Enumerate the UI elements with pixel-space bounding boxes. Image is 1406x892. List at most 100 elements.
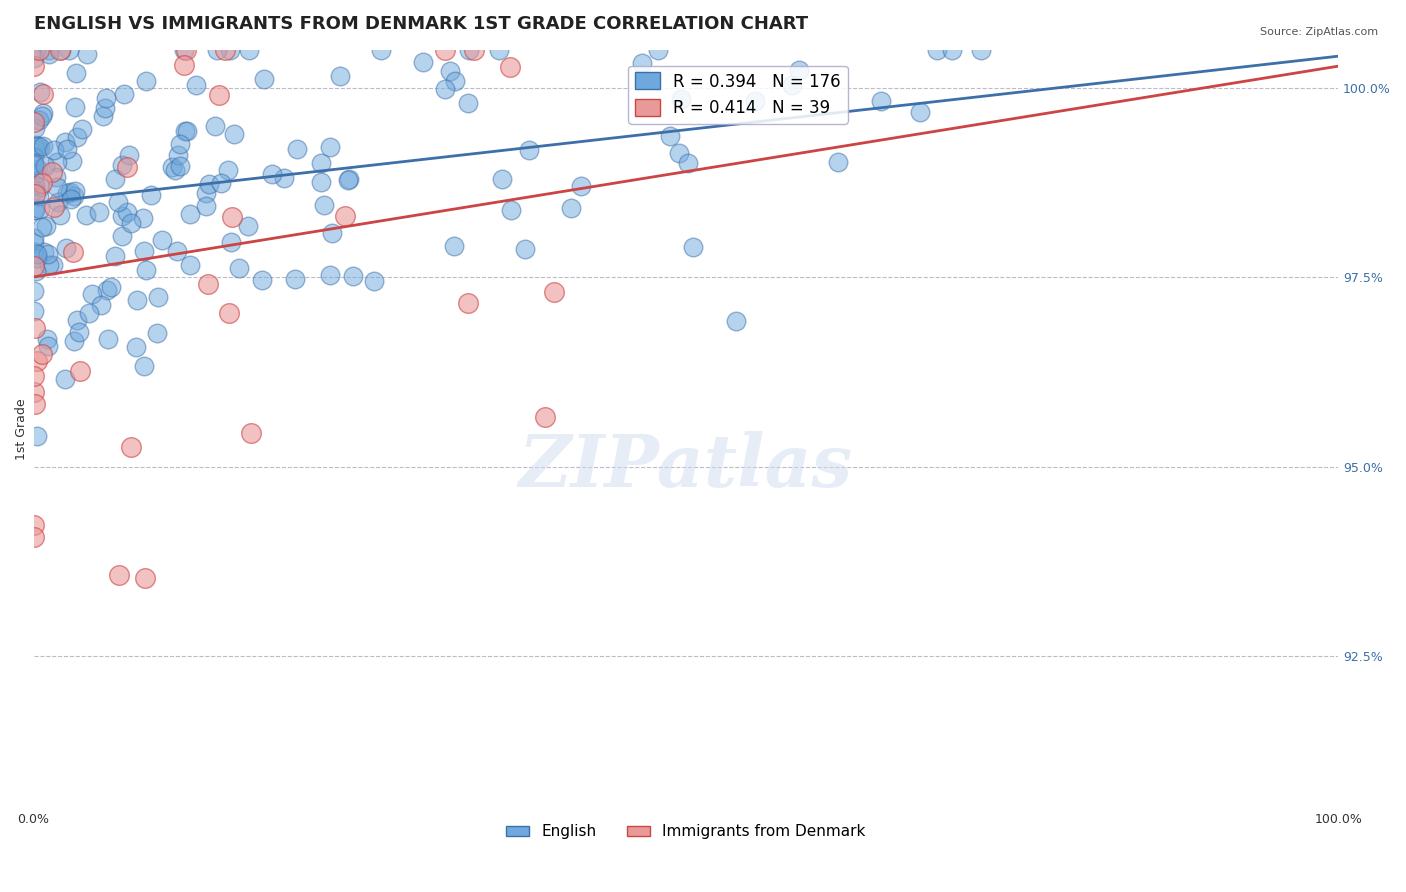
English — [56, 186, 79, 200]
English — [22, 244, 45, 259]
English — [24, 178, 46, 193]
English — [70, 121, 93, 136]
English — [22, 51, 45, 65]
English — [63, 184, 86, 198]
English — [66, 313, 89, 327]
English — [285, 142, 308, 156]
Immigrants from Denmark — [197, 277, 219, 291]
English — [744, 94, 766, 108]
English — [179, 258, 201, 272]
Immigrants from Denmark — [335, 209, 357, 223]
English — [28, 189, 51, 203]
English — [62, 334, 84, 349]
English — [337, 172, 360, 186]
English — [941, 43, 963, 57]
English — [31, 219, 53, 234]
English — [80, 286, 103, 301]
English — [58, 43, 80, 57]
English — [238, 43, 260, 57]
Immigrants from Denmark — [543, 285, 565, 300]
English — [67, 325, 90, 339]
English — [37, 246, 59, 260]
English — [104, 172, 127, 186]
English — [647, 43, 669, 57]
Immigrants from Denmark — [108, 568, 131, 582]
English — [443, 239, 465, 253]
Immigrants from Denmark — [24, 321, 46, 335]
Immigrants from Denmark — [31, 176, 53, 190]
English — [218, 43, 240, 57]
English — [55, 142, 77, 156]
English — [253, 71, 276, 86]
English — [93, 110, 115, 124]
English — [25, 138, 48, 153]
English — [517, 143, 540, 157]
English — [27, 252, 49, 266]
Immigrants from Denmark — [22, 59, 45, 73]
English — [111, 229, 134, 244]
English — [34, 159, 56, 173]
English — [62, 188, 84, 202]
English — [24, 183, 46, 197]
English — [273, 170, 295, 185]
English — [132, 211, 155, 226]
English — [60, 192, 83, 206]
English — [179, 207, 201, 221]
English — [22, 150, 45, 164]
Immigrants from Denmark — [221, 210, 243, 224]
English — [209, 176, 232, 190]
English — [46, 154, 69, 169]
English — [118, 148, 141, 162]
English — [457, 43, 479, 57]
English — [329, 69, 352, 83]
English — [186, 78, 208, 93]
English — [250, 272, 273, 286]
English — [38, 258, 60, 272]
English — [195, 199, 218, 213]
English — [112, 87, 135, 102]
English — [31, 109, 53, 123]
English — [22, 236, 45, 251]
English — [150, 233, 173, 247]
English — [309, 175, 332, 189]
English — [321, 226, 343, 240]
English — [174, 123, 197, 137]
English — [94, 91, 117, 105]
English — [870, 95, 893, 109]
Immigrants from Denmark — [499, 61, 522, 75]
Immigrants from Denmark — [239, 425, 262, 440]
English — [569, 179, 592, 194]
English — [25, 43, 48, 57]
English — [221, 235, 243, 249]
Immigrants from Denmark — [22, 384, 45, 399]
English — [53, 372, 76, 386]
Immigrants from Denmark — [120, 440, 142, 454]
English — [100, 279, 122, 293]
English — [66, 130, 89, 145]
Immigrants from Denmark — [22, 518, 45, 533]
English — [111, 209, 134, 223]
English — [160, 160, 183, 174]
English — [75, 207, 97, 221]
English — [491, 172, 513, 186]
English — [24, 203, 46, 218]
English — [31, 105, 53, 120]
Immigrants from Denmark — [22, 530, 45, 544]
English — [55, 241, 77, 255]
English — [115, 205, 138, 219]
English — [30, 202, 52, 216]
English — [284, 272, 307, 286]
English — [970, 43, 993, 57]
English — [37, 339, 59, 353]
English — [630, 55, 652, 70]
English — [342, 268, 364, 283]
Immigrants from Denmark — [173, 58, 195, 72]
English — [319, 140, 342, 154]
Immigrants from Denmark — [134, 571, 156, 585]
English — [238, 219, 260, 233]
English — [204, 120, 226, 134]
English — [22, 138, 45, 153]
Immigrants from Denmark — [207, 88, 229, 103]
English — [25, 429, 48, 443]
English — [501, 202, 523, 217]
